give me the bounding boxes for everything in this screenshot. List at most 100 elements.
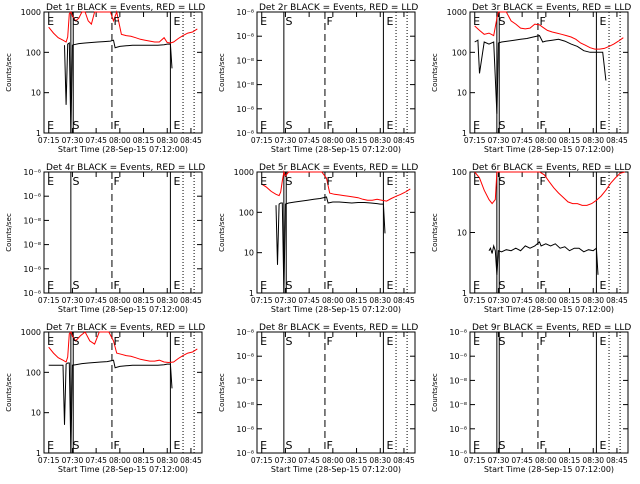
marker-label-bottom: S — [498, 439, 505, 452]
marker-label-bottom: F — [114, 279, 120, 292]
marker-label-top: E — [600, 15, 607, 28]
y-tick-label: 1000 — [234, 168, 254, 177]
marker-label-top: F — [327, 335, 333, 348]
marker-label-top: S — [498, 15, 505, 28]
marker-label-top: S — [285, 175, 292, 188]
y-tick-label: 10⁻⁸ — [23, 265, 41, 274]
marker-label-bottom: F — [114, 439, 120, 452]
marker-label-bottom: E — [260, 279, 267, 292]
x-tick-label: 08:00 — [535, 456, 557, 465]
x-tick-label: 07:15 — [251, 296, 273, 305]
x-axis-label: Start Time (28-Sep-15 07:12:00) — [484, 465, 614, 474]
y-tick-label: 10⁻⁸ — [236, 129, 254, 138]
y-tick-label: 1000 — [21, 328, 41, 337]
x-axis-label: Start Time (28-Sep-15 07:12:00) — [484, 145, 614, 154]
marker-label-top: E — [473, 175, 480, 188]
x-tick-label: 08:30 — [582, 136, 604, 145]
x-tick-label: 08:45 — [393, 136, 415, 145]
marker-label-top: E — [47, 15, 54, 28]
marker-label-bottom: E — [473, 439, 480, 452]
x-tick-label: 08:30 — [369, 296, 391, 305]
x-tick-label: 08:00 — [109, 136, 131, 145]
x-tick-label: 08:45 — [393, 296, 415, 305]
plot-frame — [43, 171, 203, 294]
y-tick-label: 10⁻⁸ — [236, 81, 254, 90]
y-tick-label: 10⁻⁸ — [236, 352, 254, 361]
x-tick-label: 08:15 — [133, 136, 155, 145]
marker-label-top: E — [174, 15, 181, 28]
y-tick-label: 1 — [36, 129, 41, 138]
y-tick-label: 10⁻⁸ — [236, 425, 254, 434]
y-tick-label: 10⁻⁸ — [449, 401, 467, 410]
marker-label-top: E — [174, 335, 181, 348]
x-tick-label: 08:30 — [582, 456, 604, 465]
y-tick-label: 10 — [244, 249, 254, 258]
y-tick-label: 1 — [462, 129, 467, 138]
marker-label-bottom: F — [540, 439, 546, 452]
y-tick-label: 1 — [249, 289, 254, 298]
x-tick-label: 08:15 — [133, 296, 155, 305]
panel-title: Det 4r BLACK = Events, RED = LLD — [46, 163, 205, 173]
x-tick-label: 07:45 — [511, 296, 533, 305]
marker-label-top: E — [600, 335, 607, 348]
y-tick-label: 1 — [36, 449, 41, 458]
x-tick-label: 07:30 — [488, 296, 510, 305]
y-tick-label: 10⁻⁸ — [236, 56, 254, 65]
marker-label-bottom: S — [498, 279, 505, 292]
x-tick-label: 08:30 — [156, 136, 178, 145]
x-axis-label: Start Time (28-Sep-15 07:12:00) — [271, 465, 401, 474]
marker-label-top: E — [47, 335, 54, 348]
marker-label-bottom: S — [72, 279, 79, 292]
x-tick-label: 07:45 — [85, 296, 107, 305]
x-tick-label: 08:15 — [133, 456, 155, 465]
y-tick-label: 10⁻⁸ — [23, 168, 41, 177]
marker-label-top: E — [47, 175, 54, 188]
x-axis-label: Start Time (28-Sep-15 07:12:00) — [271, 305, 401, 314]
y-tick-label: 1000 — [21, 8, 41, 17]
y-tick-label: 10⁻⁸ — [449, 352, 467, 361]
x-tick-label: 07:30 — [275, 136, 297, 145]
x-tick-label: 08:15 — [559, 456, 581, 465]
marker-label-top: F — [114, 335, 120, 348]
x-axis-label: Start Time (28-Sep-15 07:12:00) — [58, 465, 188, 474]
plot-frame — [256, 331, 416, 454]
x-tick-label: 08:00 — [109, 456, 131, 465]
x-axis-label: Start Time (28-Sep-15 07:12:00) — [271, 145, 401, 154]
x-tick-label: 08:45 — [180, 136, 202, 145]
x-tick-label: 07:15 — [38, 456, 60, 465]
y-tick-label: 100 — [26, 368, 41, 377]
lld-series-line — [474, 171, 625, 206]
x-tick-label: 08:00 — [322, 456, 344, 465]
marker-label-top: S — [498, 335, 505, 348]
y-tick-label: 10⁻⁸ — [23, 241, 41, 250]
x-tick-label: 08:15 — [346, 136, 368, 145]
marker-label-bottom: F — [327, 119, 333, 132]
marker-label-bottom: S — [72, 439, 79, 452]
marker-label-bottom: E — [473, 279, 480, 292]
y-tick-label: 10⁻⁸ — [23, 192, 41, 201]
x-tick-label: 07:45 — [298, 136, 320, 145]
y-tick-label: 10⁻⁸ — [236, 449, 254, 458]
y-axis-label: Counts/sec — [5, 373, 13, 412]
x-tick-label: 07:30 — [488, 456, 510, 465]
events-series-line — [488, 241, 599, 275]
marker-label-top: E — [473, 335, 480, 348]
marker-label-bottom: E — [260, 119, 267, 132]
y-axis-label: Counts/sec — [431, 373, 439, 412]
marker-label-bottom: E — [260, 439, 267, 452]
x-tick-label: 07:15 — [464, 136, 486, 145]
x-axis-label: Start Time (28-Sep-15 07:12:00) — [58, 305, 188, 314]
marker-label-bottom: E — [174, 439, 181, 452]
y-tick-label: 10⁻⁸ — [236, 401, 254, 410]
marker-label-bottom: S — [285, 279, 292, 292]
marker-label-bottom: F — [540, 279, 546, 292]
lld-series-line — [48, 331, 198, 364]
plot-frame — [469, 11, 629, 134]
marker-label-bottom: E — [600, 119, 607, 132]
y-tick-label: 100 — [452, 48, 467, 57]
marker-label-bottom: E — [174, 279, 181, 292]
panel-title: Det 9r BLACK = Events, RED = LLD — [472, 323, 631, 333]
marker-label-bottom: E — [174, 119, 181, 132]
